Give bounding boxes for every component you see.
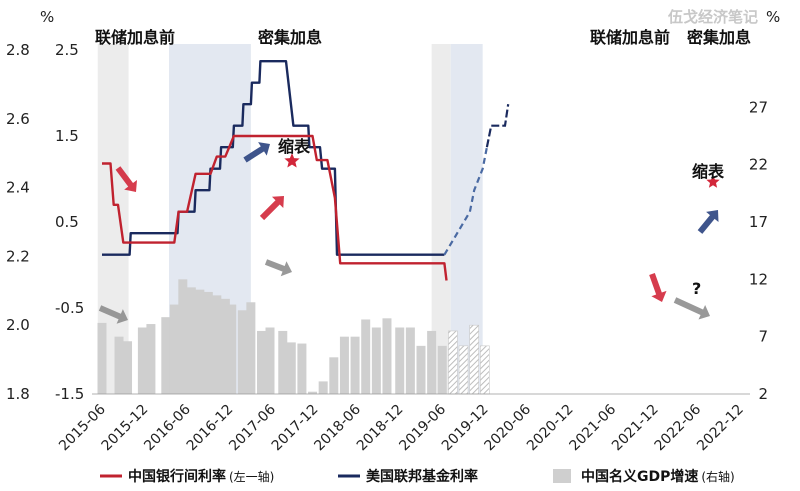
arrow-right-grey-2-shape	[673, 297, 711, 320]
right-axis-tick: 12	[749, 270, 768, 288]
gdp-bar	[195, 289, 205, 394]
gdp-bar	[114, 336, 124, 394]
right-axis-tick: 17	[749, 213, 768, 231]
gdp-bar	[97, 322, 107, 394]
fed-funds-projection-2	[485, 104, 510, 148]
right-axis-tick: 7	[758, 328, 768, 346]
region-label: 联储加息前	[590, 28, 670, 47]
gdp-bar	[350, 336, 360, 394]
watermark: 伍戈经济笔记	[667, 8, 758, 26]
left-axis-tick: 2.8	[6, 41, 30, 59]
left-axis-tick: 2.6	[6, 110, 30, 128]
left-axis-tick: 1.8	[6, 385, 30, 403]
gdp-bar	[123, 341, 133, 394]
gdp-bar	[339, 336, 349, 394]
gdp-bar	[237, 310, 247, 394]
legend-label: 美国联邦基金利率	[366, 468, 478, 485]
arrow-down-red	[115, 166, 137, 193]
gdp-bar	[318, 381, 328, 394]
mid-axis-tick: 0.5	[55, 213, 79, 231]
gdp-bar	[329, 357, 339, 394]
right-axis-tick: 27	[749, 98, 768, 116]
gdp-bar	[427, 330, 437, 394]
x-tick-label: 2022-12	[694, 402, 747, 455]
left-axis-tick: 2.4	[6, 179, 30, 197]
arrow-down-red-2-shape	[649, 272, 667, 302]
taper-label-2: 缩表	[692, 162, 725, 181]
star-marker-1	[284, 153, 300, 168]
gdp-bar	[278, 330, 288, 394]
legend-note: (右轴)	[701, 469, 734, 484]
region-label: 密集加息	[257, 28, 322, 47]
arrow-down-red-2	[649, 272, 667, 302]
question-mark: ?	[692, 279, 701, 298]
right-axis-unit: %	[766, 8, 780, 26]
gdp-bar	[297, 343, 307, 394]
arrow-down-red-shape	[115, 166, 137, 193]
gdp-bar	[246, 302, 256, 394]
gdp-bar	[220, 298, 230, 394]
gdp-bar	[395, 327, 405, 394]
arrow-up-navy-2	[697, 210, 719, 234]
arrow-up-red-shape	[259, 195, 285, 221]
arrow-up-navy-2-shape	[697, 210, 719, 234]
star-marker-2	[706, 175, 720, 188]
region-label: 密集加息	[686, 28, 751, 47]
china-interbank-line	[102, 134, 448, 281]
fed-funds-line	[102, 60, 445, 256]
gdp-bar	[212, 295, 222, 394]
arrow-up-navy	[243, 142, 270, 163]
gdp-bar	[137, 327, 147, 394]
legend-label: 中国名义GDP增速 (右轴)	[581, 468, 735, 485]
shaded-region	[431, 44, 451, 394]
left-axis-unit: %	[40, 8, 54, 26]
mid-axis-tick: -1.5	[55, 385, 84, 403]
gdp-bar	[265, 327, 275, 394]
legend-swatch-bar	[553, 469, 571, 483]
arrow-down-grey-shape	[98, 305, 129, 324]
mid-axis-tick: 1.5	[55, 127, 79, 145]
gdp-bar	[161, 317, 171, 394]
legend-note: (左一轴)	[229, 469, 274, 484]
right-axis-tick: 2	[758, 385, 768, 403]
gdp-bar	[169, 304, 179, 394]
fed-funds-projection	[443, 146, 488, 256]
gdp-bar	[405, 327, 415, 394]
left-axis-tick: 2.0	[6, 316, 30, 334]
gdp-bar	[382, 318, 392, 394]
arrow-down-grey	[98, 305, 129, 324]
gdp-bar	[146, 324, 156, 394]
mid-axis-tick: 2.5	[55, 41, 79, 59]
region-label: 联储加息前	[95, 28, 175, 47]
gdp-projected-bar	[469, 324, 479, 395]
gdp-projected-bar	[479, 345, 490, 395]
gdp-bar	[308, 391, 318, 394]
arrow-up-navy-shape	[243, 142, 270, 163]
gdp-bar	[186, 287, 196, 394]
gdp-bar	[203, 291, 213, 394]
arrow-right-grey-2	[673, 297, 711, 320]
gdp-bar	[178, 279, 188, 394]
gdp-bar	[371, 327, 381, 394]
gdp-projected-bar	[458, 345, 469, 395]
gdp-bar	[286, 342, 296, 394]
gdp-bar	[416, 345, 426, 394]
gdp-bar	[437, 345, 447, 394]
arrow-right-grey	[264, 259, 293, 277]
mid-axis-tick: -0.5	[55, 299, 84, 317]
gdp-projected-bar	[448, 330, 458, 395]
gdp-bar	[227, 304, 237, 394]
taper-label-1: 缩表	[278, 137, 311, 156]
arrow-right-grey-shape	[264, 259, 293, 277]
right-axis-tick: 22	[749, 156, 768, 174]
arrow-up-red	[259, 195, 285, 221]
gdp-bar	[257, 330, 266, 394]
left-axis-tick: 2.2	[6, 247, 30, 265]
gdp-bar	[361, 319, 371, 394]
legend-label: 中国银行间利率 (左一轴)	[128, 468, 274, 485]
